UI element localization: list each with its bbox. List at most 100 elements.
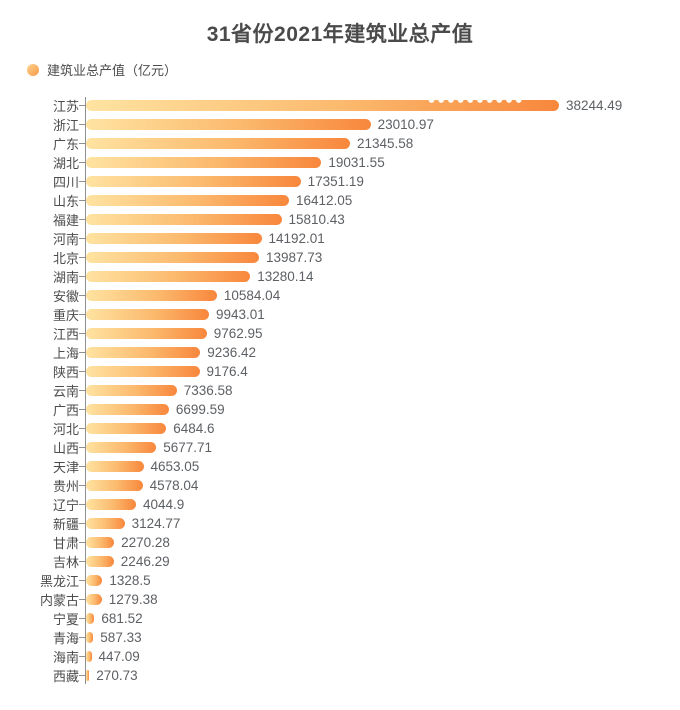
bar[interactable] — [86, 613, 95, 624]
legend-label: 建筑业总产值（亿元） — [47, 63, 178, 78]
y-axis-category-label: 海南 — [52, 650, 79, 665]
bar-row: 北京 13987.73 — [0, 248, 680, 267]
bar-row: 黑龙江 1328.5 — [0, 571, 680, 590]
y-axis-category-label: 浙江 — [52, 118, 79, 133]
bar-value-label: 3124.77 — [131, 516, 181, 531]
bar[interactable] — [86, 119, 371, 130]
y-axis-category-label: 内蒙古 — [39, 593, 79, 608]
bar[interactable] — [86, 670, 90, 681]
bar[interactable] — [86, 290, 217, 301]
bar-value-label: 7336.58 — [183, 383, 233, 398]
axis-tick — [79, 371, 85, 372]
axis-tick — [79, 523, 85, 524]
axis-tick — [79, 181, 85, 182]
bar[interactable] — [86, 138, 350, 149]
axis-tick — [79, 105, 85, 106]
bar-row: 贵州 4578.04 — [0, 476, 680, 495]
y-axis-category-label: 西藏 — [52, 669, 79, 684]
axis-tick — [79, 504, 85, 505]
bar-value-label: 16412.05 — [296, 193, 353, 208]
legend-item[interactable]: 建筑业总产值（亿元） — [27, 60, 177, 79]
bar[interactable] — [86, 499, 136, 510]
axis-tick — [79, 276, 85, 277]
axis-tick — [79, 409, 85, 410]
bar-row: 宁夏 681.52 — [0, 609, 680, 628]
bar-value-label: 9236.42 — [207, 345, 256, 360]
bar-value-label: 9176.4 — [206, 364, 248, 379]
y-axis-category-label: 广东 — [52, 137, 79, 152]
bar[interactable] — [86, 157, 322, 168]
bar-value-label: 6699.59 — [175, 402, 225, 417]
bar[interactable] — [86, 461, 144, 472]
bar[interactable] — [86, 404, 169, 415]
y-axis-category-label: 北京 — [52, 251, 79, 266]
axis-tick — [79, 542, 85, 543]
axis-tick — [79, 124, 85, 125]
bar[interactable] — [86, 214, 282, 225]
bar[interactable] — [86, 480, 143, 491]
bar-rows: 江苏 38244.49 浙江 23010.97 广东 21345.58 湖北 19031.55… — [0, 96, 680, 685]
bar[interactable] — [86, 385, 177, 396]
bar-value-label: 4578.04 — [149, 478, 199, 493]
bar-value-label: 23010.97 — [377, 117, 434, 132]
bar-row: 陕西 9176.4 — [0, 362, 680, 381]
y-axis-category-label: 山西 — [52, 441, 79, 456]
bar-value-label: 38244.49 — [566, 98, 623, 113]
axis-tick — [79, 599, 85, 600]
bar-row: 西藏 270.73 — [0, 666, 680, 685]
y-axis-category-label: 吉林 — [52, 555, 79, 570]
bar[interactable] — [86, 537, 115, 548]
bar-value-label: 13987.73 — [266, 250, 323, 265]
y-axis-category-label: 广西 — [52, 403, 79, 418]
axis-tick — [79, 295, 85, 296]
bar-value-label: 4044.9 — [143, 497, 185, 512]
bar-value-label: 13280.14 — [257, 269, 314, 284]
bar[interactable] — [86, 328, 207, 339]
bar[interactable] — [86, 195, 289, 206]
bar[interactable] — [86, 176, 301, 187]
bar-row: 四川 17351.19 — [0, 172, 680, 191]
bar[interactable] — [86, 556, 114, 567]
axis-tick — [79, 143, 85, 144]
bar[interactable] — [86, 366, 200, 377]
bar-row: 湖南 13280.14 — [0, 267, 680, 286]
bar[interactable] — [86, 100, 559, 111]
bar-value-label: 270.73 — [96, 668, 138, 683]
axis-tick — [79, 428, 85, 429]
y-axis-line — [85, 97, 86, 684]
bar-edge-artifact — [427, 100, 524, 105]
bar-value-label: 447.09 — [98, 649, 140, 664]
bar[interactable] — [86, 632, 94, 643]
y-axis-category-label: 宁夏 — [52, 612, 79, 627]
bar-value-label: 5677.71 — [163, 440, 212, 455]
y-axis-category-label: 天津 — [52, 460, 79, 475]
bar[interactable] — [86, 518, 125, 529]
y-axis-category-label: 云南 — [52, 384, 79, 399]
bar[interactable] — [86, 233, 262, 244]
axis-tick — [79, 580, 85, 581]
bar-row: 江苏 38244.49 — [0, 96, 680, 115]
bar-row: 广东 21345.58 — [0, 134, 680, 153]
y-axis-category-label: 安徽 — [52, 289, 79, 304]
bar-value-label: 17351.19 — [307, 174, 364, 189]
bar[interactable] — [86, 594, 102, 605]
bar[interactable] — [86, 252, 259, 263]
bar-row: 海南 447.09 — [0, 647, 680, 666]
bar-value-label: 9943.01 — [216, 307, 265, 322]
bar-chart-plot-area: 江苏 38244.49 浙江 23010.97 广东 21345.58 湖北 19031.55… — [0, 96, 680, 686]
bar[interactable] — [86, 575, 103, 586]
axis-tick — [79, 257, 85, 258]
y-axis-category-label: 新疆 — [52, 517, 79, 532]
chart-title: 31省份2021年建筑业总产值 — [206, 23, 474, 46]
bar[interactable] — [86, 347, 201, 358]
y-axis-category-label: 辽宁 — [52, 498, 79, 513]
bar[interactable] — [86, 651, 92, 662]
bar[interactable] — [86, 442, 157, 453]
bar-value-label: 10584.04 — [223, 288, 281, 303]
bar[interactable] — [86, 271, 251, 282]
axis-tick — [79, 637, 85, 638]
bar[interactable] — [86, 423, 167, 434]
bar-row: 天津 4653.05 — [0, 457, 680, 476]
axis-tick — [79, 314, 85, 315]
bar[interactable] — [86, 309, 209, 320]
